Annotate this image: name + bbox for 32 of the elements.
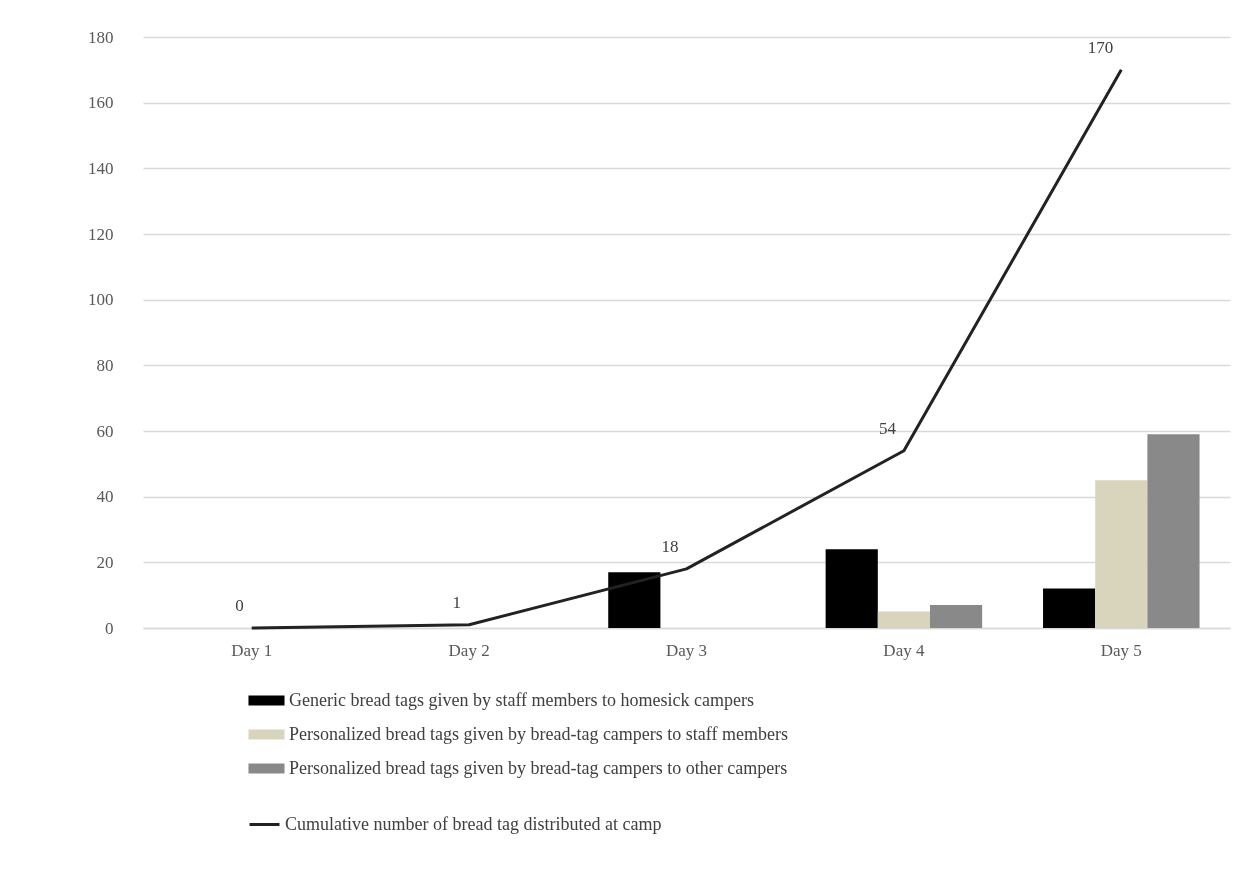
- data-label: 18: [661, 536, 679, 556]
- y-tick-label: 60: [96, 421, 114, 441]
- legend-label: Cumulative number of bread tag distributed at camp: [285, 813, 662, 834]
- y-tick-label: 140: [88, 158, 114, 178]
- bar: [877, 611, 930, 628]
- x-tick-label: Day 2: [448, 640, 490, 660]
- data-label: 0: [235, 596, 244, 615]
- y-tick-label: 40: [96, 487, 114, 507]
- legend-label: Personalized bread tags given by bread-tag campers to staff members: [289, 723, 788, 744]
- y-tick-label: 180: [88, 27, 114, 47]
- bar: [825, 549, 878, 628]
- bar: [608, 572, 661, 628]
- bar: [929, 605, 983, 628]
- x-tick-label: Day 3: [665, 640, 708, 660]
- x-tick-label: Day 4: [883, 640, 925, 660]
- y-tick-label: 120: [88, 224, 114, 244]
- y-tick-label: 100: [88, 290, 114, 310]
- line-series: [250, 68, 1123, 630]
- data-label: 170: [1087, 37, 1114, 57]
- bar: [1147, 434, 1200, 628]
- y-tick-label: 20: [96, 552, 114, 572]
- y-tick-label: 80: [96, 355, 114, 375]
- data-label: 1: [452, 592, 462, 612]
- x-tick-label: Day 5: [1100, 640, 1142, 660]
- data-label: 54: [878, 418, 897, 438]
- bar: [1095, 480, 1148, 628]
- bar: [1043, 588, 1096, 628]
- y-tick-label: 160: [88, 93, 114, 113]
- legend-label: Generic bread tags given by staff members to homesick campers: [289, 689, 755, 710]
- x-tick-label: Day 1: [231, 640, 273, 660]
- legend-label: Personalized bread tags given by bread-tag campers to other campers: [289, 757, 788, 778]
- y-tick-label: 0: [105, 618, 114, 638]
